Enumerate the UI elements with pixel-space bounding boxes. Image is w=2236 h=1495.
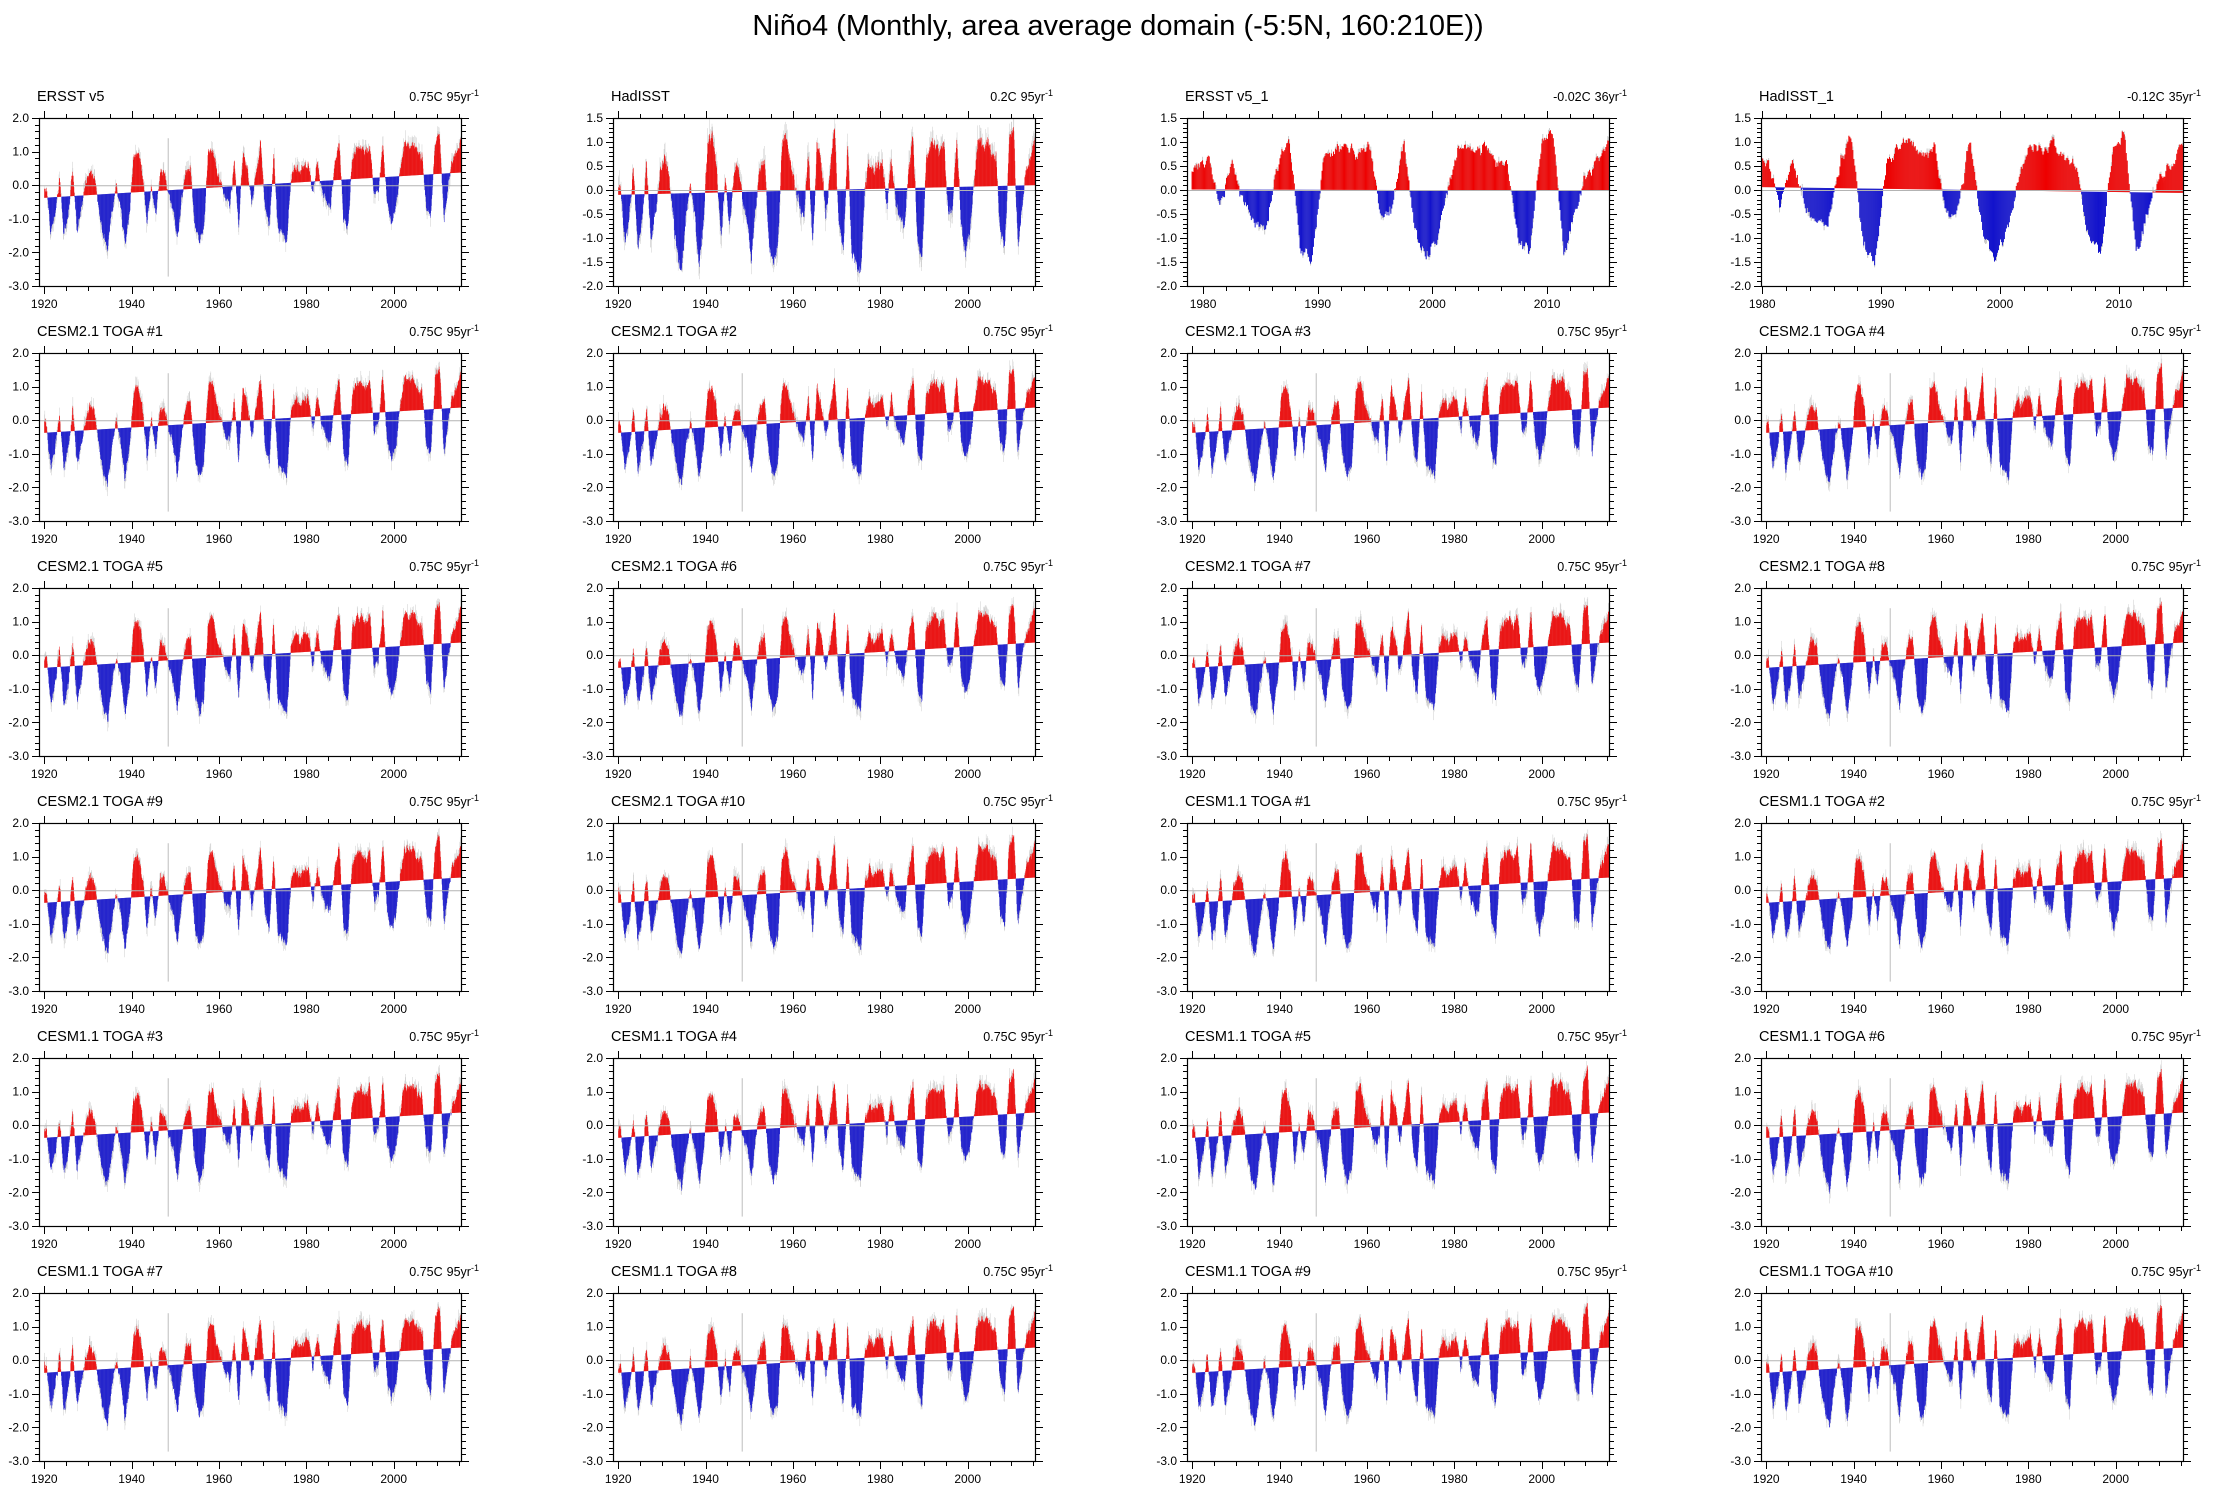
figure-title: Niño4 (Monthly, area average domain (-5:… [752, 10, 1484, 42]
